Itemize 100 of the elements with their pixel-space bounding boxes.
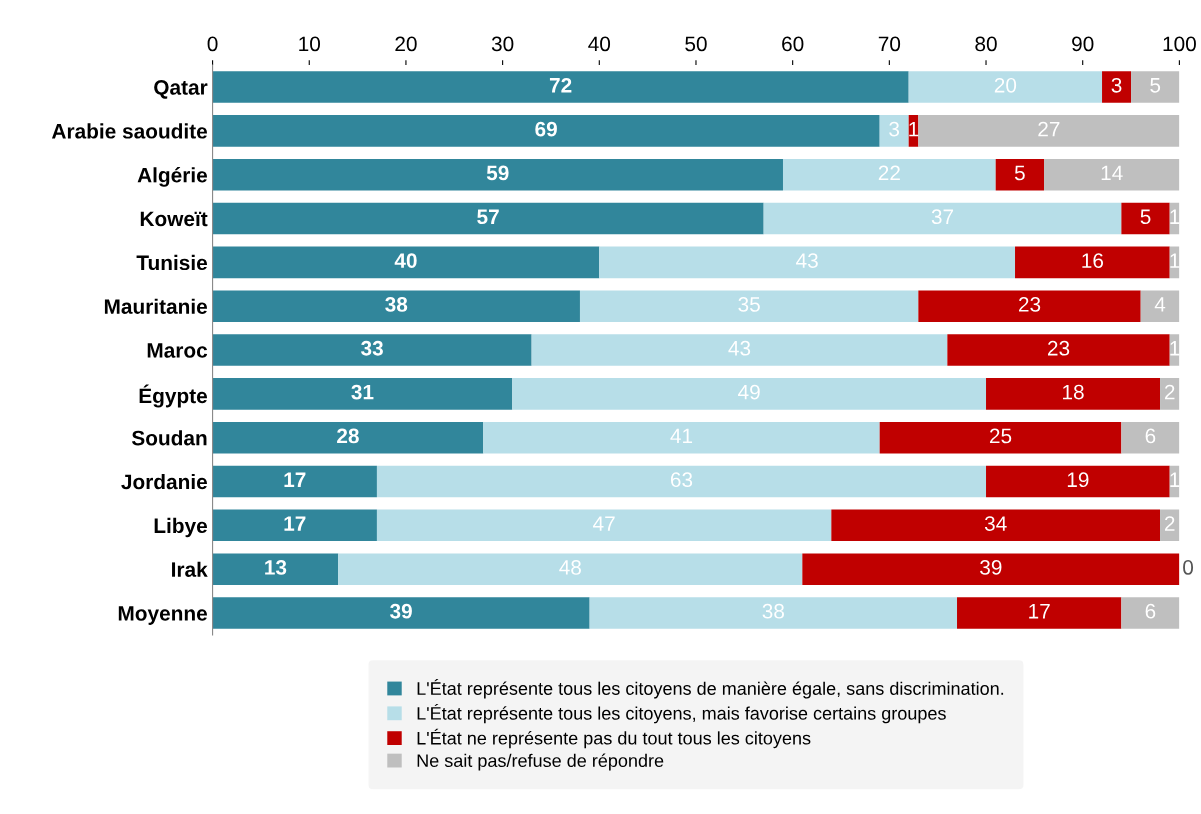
data-label: 59 [486,165,509,181]
data-label: 38 [762,603,785,619]
bar [986,378,1161,410]
data-label: 43 [796,253,818,268]
legend-label: L'État ne représente pas du tout tous les citoyens [417,728,811,749]
bar [782,158,996,191]
data-label: 1 [1170,209,1180,224]
data-label: 2 [1164,384,1175,400]
bar [531,334,948,366]
data-label: 14 [1101,165,1123,181]
data-label: 13 [265,560,287,575]
x-tick-label: 70 [878,36,901,52]
data-label: 35 [738,297,760,312]
bar [599,246,1016,279]
bar [212,465,377,498]
bar [338,553,803,585]
data-label: 38 [385,297,408,312]
y-tick-label: Mauritanie [104,298,208,314]
bar [1121,202,1170,235]
data-label: 18 [1063,384,1084,400]
y-tick-label: Arabie saoudite [51,123,208,139]
bar [212,597,590,629]
data-label: 34 [984,516,1007,531]
data-label: 39 [390,603,412,619]
data-label: 1 [1170,341,1180,356]
y-tick-label: Irak [172,561,208,577]
data-label: 1 [1170,472,1180,487]
bar [1160,378,1180,410]
bar [1121,597,1180,629]
x-tick-label: 50 [685,36,707,52]
bar [579,290,919,322]
data-label: 2 [1164,516,1175,531]
data-label: 47 [593,516,615,531]
bar [212,334,532,366]
x-tick-label: 0 [207,36,218,52]
bar [918,115,1180,147]
data-label: 49 [738,384,760,400]
x-tick-label: 30 [491,36,514,52]
y-tick-label: Tunisie [136,254,208,271]
x-tick-label: 10 [299,36,321,52]
legend-label: L'État représente tous les citoyens de manière égale, sans discrimination. [417,679,1004,699]
bar [212,378,513,410]
data-label: 39 [980,560,1002,575]
data-label: 20 [994,77,1017,93]
bar [376,465,987,498]
bar [212,158,783,191]
bar [212,421,484,454]
data-label: 4 [1154,297,1166,312]
legend-label: L'État représente tous les citoyens, mais favorise certains groupes [417,703,946,724]
data-label: 19 [1067,472,1089,488]
bar [212,71,909,103]
data-label: 57 [477,209,499,225]
x-tick-label: 20 [395,36,417,52]
data-label: 37 [931,209,954,225]
bar [831,509,1161,542]
data-label: 43 [728,340,751,356]
bar [212,246,600,279]
data-label: 40 [394,253,417,268]
bar [1102,71,1132,103]
bar [947,334,1170,366]
bar [212,553,339,585]
data-label: 6 [1145,603,1156,619]
bar [1131,71,1180,103]
data-label: 28 [337,428,359,444]
data-label: 69 [535,121,557,137]
data-label: 72 [549,77,572,93]
bar [376,509,832,542]
bar [1015,246,1170,279]
y-tick-label: Maroc [147,343,208,358]
y-tick-label: Libye [154,517,208,538]
data-label: 23 [1018,297,1041,312]
data-label: 41 [670,428,693,444]
bar [802,553,1180,585]
data-label: 5 [1140,209,1151,225]
data-label: 3 [889,121,900,137]
bar [995,158,1045,191]
y-tick-label: Égypte [139,384,208,408]
x-tick-label: 90 [1072,36,1094,52]
data-label: 17 [284,472,306,487]
data-label: 17 [284,516,306,531]
data-label: 23 [1047,340,1070,356]
data-label: 27 [1038,121,1060,137]
bar [918,290,1141,322]
bar [483,421,880,454]
data-label: 63 [670,472,693,488]
data-label: 5 [1014,165,1025,181]
data-label: 0 [1183,560,1194,575]
y-tick-label: Jordanie [121,473,208,490]
bar [879,115,909,147]
data-label: 5 [1150,78,1161,93]
bar [212,509,377,542]
data-label: 48 [559,560,581,575]
bar [212,290,580,322]
bar [908,71,1103,103]
bar [589,597,958,629]
x-tick-label: 100 [1163,36,1196,52]
data-label: 22 [878,165,900,181]
bar [1121,421,1180,454]
y-tick-label: Koweït [140,211,208,227]
data-label: 1 [1170,253,1180,268]
